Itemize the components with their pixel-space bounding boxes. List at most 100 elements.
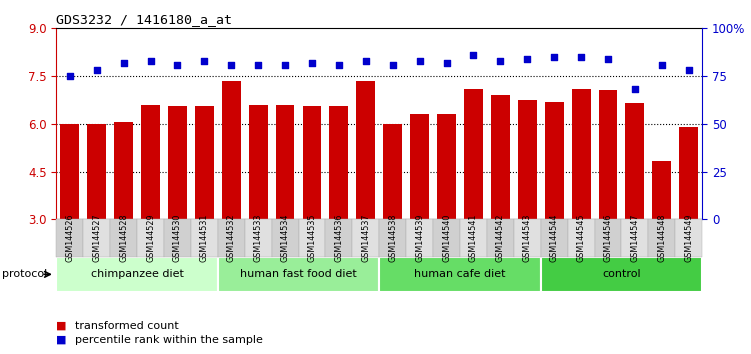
Bar <box>572 89 590 219</box>
Bar <box>460 219 487 257</box>
Text: GSM144528: GSM144528 <box>119 214 128 262</box>
Point <box>575 54 587 60</box>
Point <box>333 62 345 68</box>
Bar <box>352 219 379 257</box>
Text: GSM144548: GSM144548 <box>657 214 666 262</box>
Bar <box>680 127 698 219</box>
Point <box>467 52 479 58</box>
Point <box>656 62 668 68</box>
Text: human cafe diet: human cafe diet <box>415 269 505 279</box>
Bar <box>379 219 406 257</box>
Point <box>629 87 641 92</box>
Point <box>225 62 237 68</box>
Point <box>521 56 533 62</box>
Text: GSM144534: GSM144534 <box>281 214 290 262</box>
Text: ■: ■ <box>56 335 67 345</box>
Bar <box>325 219 352 257</box>
Text: ■: ■ <box>56 321 67 331</box>
Bar <box>648 219 675 257</box>
Bar <box>56 219 83 257</box>
Text: GSM144539: GSM144539 <box>415 214 424 262</box>
Text: GSM144540: GSM144540 <box>442 214 451 262</box>
Bar <box>299 219 325 257</box>
Bar <box>410 114 429 219</box>
Point <box>198 58 210 64</box>
Point <box>118 60 130 65</box>
Text: GSM144549: GSM144549 <box>684 214 693 262</box>
Point <box>91 68 103 73</box>
Bar <box>272 219 299 257</box>
Point <box>441 60 453 65</box>
Bar <box>675 219 702 257</box>
Text: transformed count: transformed count <box>75 321 179 331</box>
Bar <box>544 102 563 219</box>
Text: control: control <box>602 269 641 279</box>
Text: GSM144545: GSM144545 <box>577 214 586 262</box>
Bar <box>137 219 164 257</box>
Bar <box>491 95 510 219</box>
Text: GSM144544: GSM144544 <box>550 214 559 262</box>
Bar <box>245 219 272 257</box>
Bar <box>222 81 240 219</box>
Text: GSM144543: GSM144543 <box>523 214 532 262</box>
Text: GSM144538: GSM144538 <box>388 214 397 262</box>
Text: GSM144535: GSM144535 <box>307 214 316 262</box>
Bar <box>653 161 671 219</box>
Bar <box>330 106 348 219</box>
Point <box>171 62 183 68</box>
Bar <box>168 106 187 219</box>
Bar <box>518 100 537 219</box>
Bar <box>276 105 294 219</box>
Point <box>548 54 560 60</box>
Text: GSM144547: GSM144547 <box>630 214 639 262</box>
Bar <box>141 105 160 219</box>
Point <box>414 58 426 64</box>
Text: GSM144530: GSM144530 <box>173 214 182 262</box>
Bar <box>433 219 460 257</box>
Bar <box>83 219 110 257</box>
Bar <box>487 219 514 257</box>
Bar <box>218 257 379 292</box>
Bar <box>60 124 79 219</box>
Bar <box>303 106 321 219</box>
Bar <box>406 219 433 257</box>
Bar <box>514 219 541 257</box>
Bar <box>437 114 456 219</box>
Bar <box>383 124 402 219</box>
Bar <box>249 105 267 219</box>
Text: GSM144531: GSM144531 <box>200 214 209 262</box>
Text: GSM144533: GSM144533 <box>254 214 263 262</box>
Point <box>602 56 614 62</box>
Bar <box>87 124 106 219</box>
Bar <box>599 91 617 219</box>
Text: GSM144542: GSM144542 <box>496 214 505 262</box>
Text: GSM144529: GSM144529 <box>146 214 155 262</box>
Point <box>494 58 506 64</box>
Point <box>64 73 76 79</box>
Point <box>387 62 399 68</box>
Point <box>360 58 372 64</box>
Text: GSM144527: GSM144527 <box>92 214 101 262</box>
Bar <box>56 257 218 292</box>
Text: GSM144526: GSM144526 <box>65 214 74 262</box>
Text: chimpanzee diet: chimpanzee diet <box>91 269 183 279</box>
Point <box>279 62 291 68</box>
Point <box>144 58 156 64</box>
Bar <box>622 219 648 257</box>
Point <box>252 62 264 68</box>
Bar <box>110 219 137 257</box>
Text: GDS3232 / 1416180_a_at: GDS3232 / 1416180_a_at <box>56 13 232 26</box>
Point <box>683 68 695 73</box>
Bar <box>464 89 483 219</box>
Bar <box>626 103 644 219</box>
Text: human fast food diet: human fast food diet <box>240 269 357 279</box>
Bar <box>195 106 214 219</box>
Text: GSM144536: GSM144536 <box>334 214 343 262</box>
Bar <box>595 219 622 257</box>
Bar <box>218 219 245 257</box>
Bar <box>541 219 568 257</box>
Bar <box>357 81 376 219</box>
Bar <box>114 122 133 219</box>
Text: GSM144537: GSM144537 <box>361 214 370 262</box>
Text: GSM144532: GSM144532 <box>227 214 236 262</box>
